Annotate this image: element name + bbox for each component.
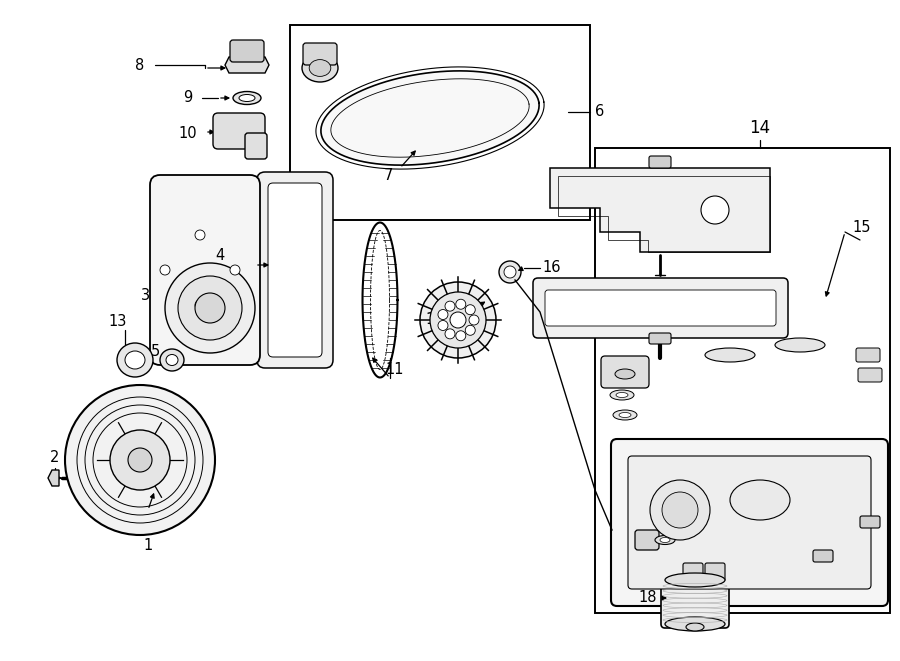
Circle shape <box>438 309 448 319</box>
Circle shape <box>178 276 242 340</box>
Text: 8: 8 <box>135 58 145 73</box>
Text: 4: 4 <box>215 247 225 262</box>
Ellipse shape <box>610 390 634 400</box>
Circle shape <box>450 312 466 328</box>
Circle shape <box>469 315 479 325</box>
Text: 15: 15 <box>853 221 871 235</box>
Bar <box>290 25 590 220</box>
FancyBboxPatch shape <box>533 278 788 338</box>
Ellipse shape <box>616 393 628 397</box>
FancyBboxPatch shape <box>649 156 671 168</box>
Circle shape <box>128 448 152 472</box>
Circle shape <box>430 292 486 348</box>
Text: 6: 6 <box>596 104 605 120</box>
Circle shape <box>650 480 710 540</box>
Text: 7: 7 <box>383 167 392 182</box>
Ellipse shape <box>125 351 145 369</box>
Ellipse shape <box>660 537 670 543</box>
Text: 17: 17 <box>453 317 472 332</box>
FancyBboxPatch shape <box>150 175 260 365</box>
Circle shape <box>195 293 225 323</box>
Text: 5: 5 <box>150 344 159 360</box>
Circle shape <box>499 261 521 283</box>
Ellipse shape <box>160 349 184 371</box>
FancyBboxPatch shape <box>213 113 265 149</box>
Text: 9: 9 <box>184 91 193 106</box>
FancyBboxPatch shape <box>230 40 264 62</box>
FancyBboxPatch shape <box>257 172 333 368</box>
FancyBboxPatch shape <box>813 550 833 562</box>
Circle shape <box>420 282 496 358</box>
Ellipse shape <box>686 623 704 631</box>
Text: 3: 3 <box>140 288 149 303</box>
Text: 14: 14 <box>750 119 770 137</box>
FancyBboxPatch shape <box>245 133 267 159</box>
Circle shape <box>662 492 698 528</box>
FancyBboxPatch shape <box>268 183 322 357</box>
Circle shape <box>195 300 205 310</box>
Text: 16: 16 <box>543 260 562 276</box>
FancyBboxPatch shape <box>856 348 880 362</box>
Circle shape <box>165 263 255 353</box>
Ellipse shape <box>665 617 725 631</box>
Polygon shape <box>225 57 269 73</box>
Ellipse shape <box>239 95 255 102</box>
FancyBboxPatch shape <box>661 573 729 628</box>
FancyBboxPatch shape <box>858 368 882 382</box>
Polygon shape <box>321 71 539 165</box>
Circle shape <box>195 230 205 240</box>
Ellipse shape <box>665 573 725 587</box>
Ellipse shape <box>233 91 261 104</box>
Circle shape <box>455 330 466 341</box>
Ellipse shape <box>655 535 675 545</box>
FancyBboxPatch shape <box>303 43 337 65</box>
Circle shape <box>504 266 516 278</box>
Text: 12: 12 <box>426 313 445 327</box>
FancyBboxPatch shape <box>683 563 703 581</box>
Circle shape <box>445 329 455 339</box>
Ellipse shape <box>613 410 637 420</box>
Text: 1: 1 <box>143 537 153 553</box>
Circle shape <box>65 385 215 535</box>
Ellipse shape <box>302 54 338 82</box>
Circle shape <box>230 265 240 275</box>
Circle shape <box>465 305 475 315</box>
Circle shape <box>438 321 448 330</box>
Text: 18: 18 <box>639 590 657 605</box>
FancyBboxPatch shape <box>649 333 671 344</box>
Text: 10: 10 <box>179 126 197 141</box>
Circle shape <box>445 301 455 311</box>
Circle shape <box>160 265 170 275</box>
FancyBboxPatch shape <box>635 530 659 550</box>
Text: 13: 13 <box>109 315 127 329</box>
Ellipse shape <box>117 343 153 377</box>
Ellipse shape <box>619 412 631 418</box>
Ellipse shape <box>166 354 178 366</box>
FancyBboxPatch shape <box>860 516 880 528</box>
FancyBboxPatch shape <box>601 356 649 388</box>
FancyBboxPatch shape <box>545 290 776 326</box>
Ellipse shape <box>730 480 790 520</box>
FancyBboxPatch shape <box>628 456 871 589</box>
Ellipse shape <box>310 59 331 77</box>
Circle shape <box>465 325 475 335</box>
Polygon shape <box>48 470 59 486</box>
Text: 11: 11 <box>386 362 404 377</box>
Polygon shape <box>550 168 770 252</box>
Ellipse shape <box>701 196 729 224</box>
FancyBboxPatch shape <box>705 563 725 581</box>
Text: 2: 2 <box>50 451 59 465</box>
FancyBboxPatch shape <box>611 439 888 606</box>
Ellipse shape <box>705 348 755 362</box>
Ellipse shape <box>615 369 635 379</box>
Circle shape <box>110 430 170 490</box>
Circle shape <box>455 299 466 309</box>
Ellipse shape <box>775 338 825 352</box>
Bar <box>595 148 890 613</box>
